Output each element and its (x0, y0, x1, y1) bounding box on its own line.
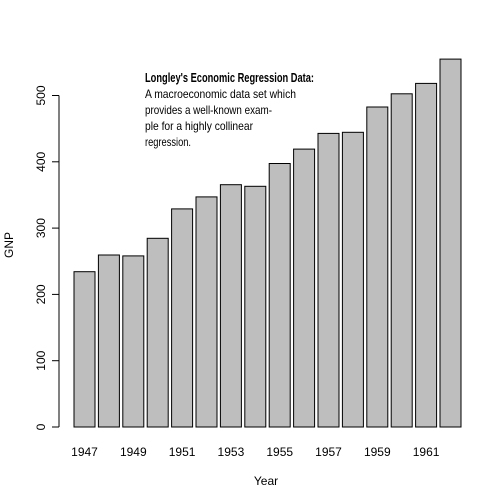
x-tick-labels: 1947 1949 1951 1953 1955 1957 1959 1961 (71, 445, 440, 459)
annotation-line-3: ple for a highly collinear (145, 119, 253, 133)
bar-1960 (390, 93, 413, 428)
x-axis-label: Year (254, 474, 278, 488)
x-tick-label-1951: 1951 (169, 445, 196, 459)
y-tick-label-500: 500 (34, 85, 48, 105)
annotation-line-4: regression. (145, 135, 191, 149)
bar-1951 (171, 208, 194, 428)
y-axis: 0 100 200 300 400 500 (34, 85, 60, 430)
y-tick-label-0: 0 (34, 423, 48, 430)
x-tick-label-1949: 1949 (120, 445, 147, 459)
bar-1959 (366, 106, 389, 428)
bar-1955 (268, 163, 291, 428)
bar-1954 (244, 185, 267, 428)
y-tick-label-300: 300 (34, 218, 48, 238)
x-tick-label-1947: 1947 (71, 445, 98, 459)
bar-1957 (317, 132, 340, 428)
bars (73, 58, 462, 428)
bar-1956 (293, 148, 316, 428)
bar-1958 (341, 131, 364, 428)
y-axis-label: GNP (2, 232, 16, 258)
y-ticks: 0 100 200 300 400 500 (34, 85, 59, 430)
annotation-title: Longley's Economic Regression Data: (145, 70, 314, 85)
y-tick-label-400: 400 (34, 151, 48, 171)
annotation-line-2: provides a well-known exam- (145, 103, 272, 117)
y-tick-label-100: 100 (34, 350, 48, 370)
bar-1947 (73, 271, 96, 428)
x-tick-label-1961: 1961 (413, 445, 440, 459)
annotation: Longley's Economic Regression Data: A ma… (145, 70, 314, 149)
bar-1949 (122, 255, 145, 428)
y-tick-label-200: 200 (34, 284, 48, 304)
annotation-line-1: A macroeconomic data set which (145, 87, 296, 101)
bar-1952 (195, 196, 218, 428)
x-tick-label-1957: 1957 (315, 445, 342, 459)
bar-1961 (415, 82, 438, 428)
bar-1962 (439, 58, 462, 428)
x-tick-label-1955: 1955 (266, 445, 293, 459)
x-tick-label-1953: 1953 (218, 445, 245, 459)
x-tick-label-1959: 1959 (364, 445, 391, 459)
bar-1950 (146, 237, 169, 428)
bar-1953 (219, 184, 242, 428)
bar-1948 (97, 254, 120, 428)
